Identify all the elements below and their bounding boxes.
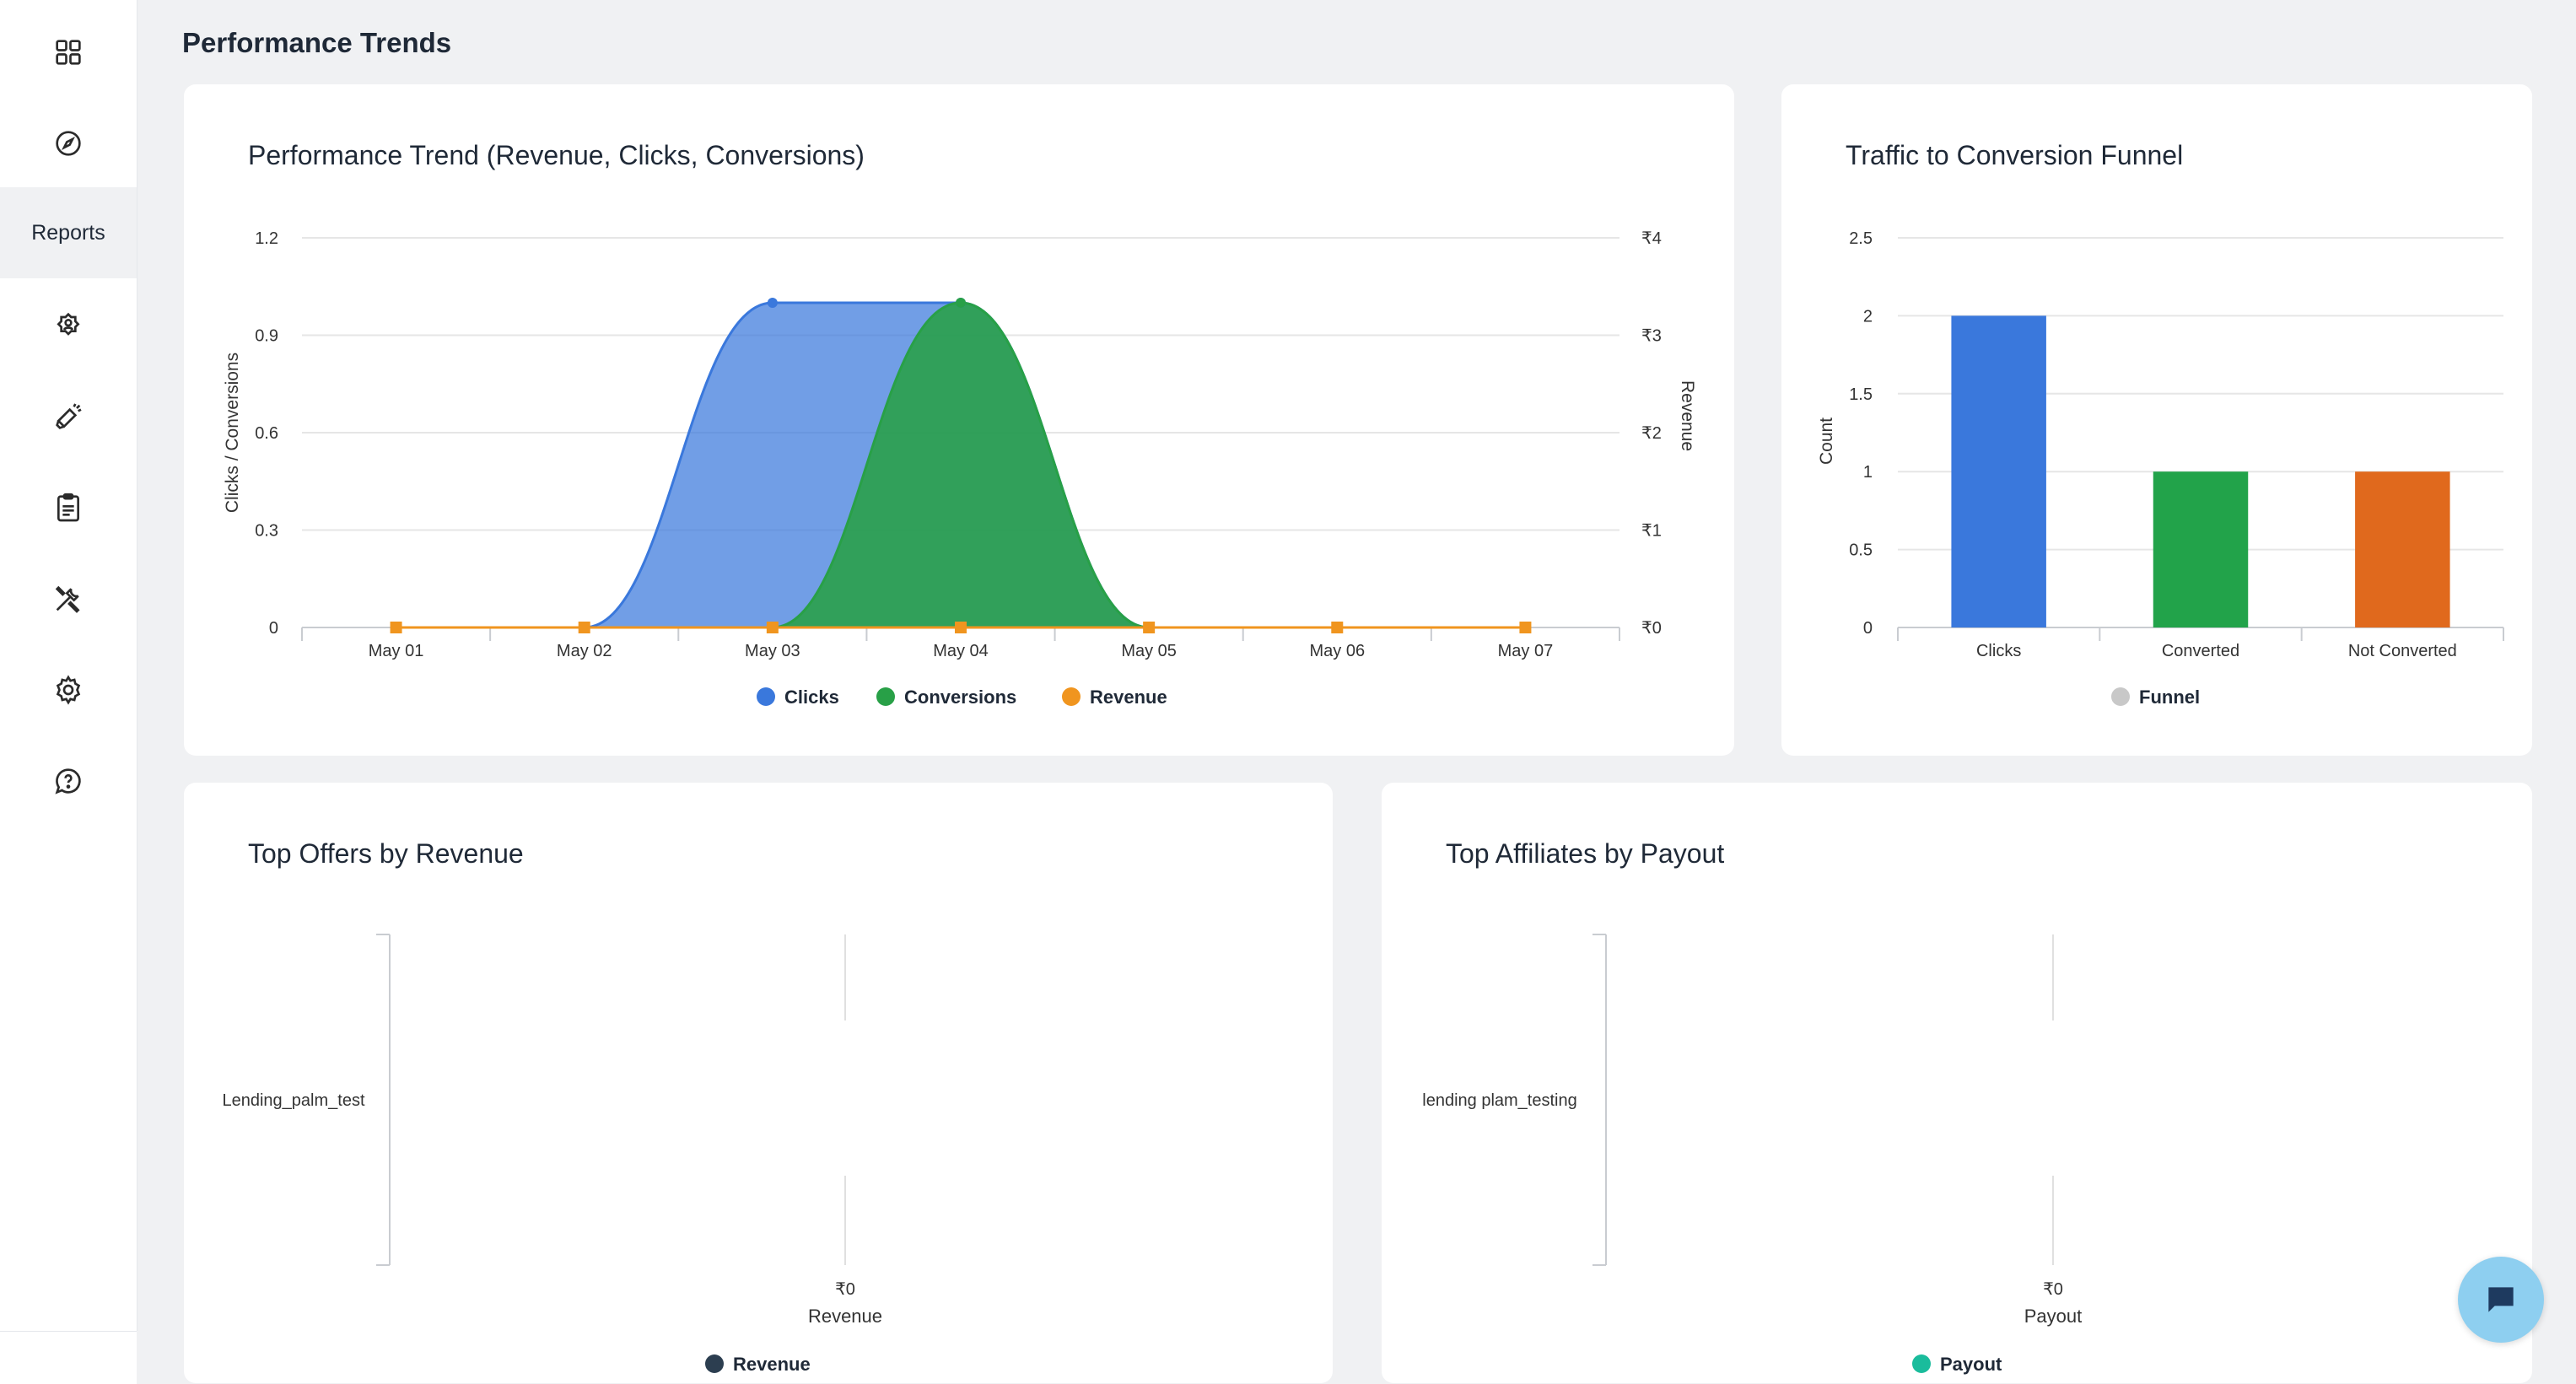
revenue-point	[578, 622, 590, 633]
chat-bubble-icon	[2488, 1287, 2514, 1312]
conversions-series-area	[396, 303, 1526, 627]
x-tick-label: May 05	[1121, 642, 1177, 660]
top-affiliates-card: Top Affiliates by Payout lending plam_te…	[1382, 783, 2532, 1383]
revenue-point	[1143, 622, 1156, 633]
sidebar-item-reports[interactable]: Reports	[0, 187, 137, 278]
legend-marker	[1062, 687, 1081, 706]
x-tick-label: May 04	[933, 642, 989, 660]
clipboard-icon	[57, 493, 79, 522]
help-chat-icon	[55, 768, 81, 794]
chat-button[interactable]	[2458, 1257, 2544, 1343]
x-tick-label: ₹0	[835, 1280, 855, 1299]
sidebar-item-affiliates[interactable]	[0, 280, 137, 371]
y-tick-label: 0.5	[1849, 541, 1873, 560]
clicks-point	[767, 298, 778, 308]
sidebar-item-explore[interactable]	[0, 98, 137, 189]
top-offers-card: Top Offers by Revenue Lending_palm_test ₹…	[184, 783, 1333, 1383]
card-title: Top Offers by Revenue	[248, 838, 524, 869]
x-tick-label: May 02	[557, 642, 612, 660]
y-tick-label: 1	[1863, 463, 1873, 482]
y-tick-label: 1.5	[1849, 385, 1873, 404]
bar-not-converted	[2355, 471, 2450, 627]
sidebar-item-tools[interactable]	[0, 553, 137, 644]
legend-label: Payout	[1940, 1354, 2002, 1375]
y-tick-label: 0	[269, 619, 278, 638]
y-axis-title: Count	[1817, 417, 1836, 465]
funnel-chart[interactable]: 0 0.5 1 1.5 2 2.5 Clicks Converted Not Converted…	[1781, 84, 2532, 756]
card-title: Top Affiliates by Payout	[1446, 838, 1725, 869]
revenue-point	[766, 622, 779, 633]
bar-clicks	[1951, 315, 2046, 627]
y-tick-label: 0.3	[255, 522, 278, 541]
legend-marker	[1912, 1354, 1931, 1373]
y-tick-label: Lending_palm_test	[222, 1091, 364, 1110]
x-tick-label: May 06	[1309, 642, 1365, 660]
y-right-tick-label: ₹3	[1641, 327, 1662, 346]
legend-label: Funnel	[2139, 687, 2200, 708]
card-title: Traffic to Conversion Funnel	[1846, 140, 2184, 170]
x-tick-label: Converted	[2162, 642, 2239, 660]
legend-label: Conversions	[904, 687, 1016, 708]
x-tick-label: May 07	[1498, 642, 1554, 660]
funnel-card: Traffic to Conversion Funnel 0 0.5 1 1.5 2 2.…	[1781, 84, 2532, 756]
legend-marker	[705, 1354, 724, 1373]
y-right-tick-label: ₹2	[1641, 424, 1662, 443]
y-tick-label: 2	[1863, 307, 1873, 326]
compass-icon	[56, 131, 81, 156]
y-right-tick-label: ₹1	[1641, 522, 1662, 541]
y-right-tick-label: ₹4	[1641, 229, 1662, 248]
bar-converted	[2153, 471, 2249, 627]
legend-marker	[757, 687, 775, 706]
performance-trend-card: Performance Trend (Revenue, Clicks, Conv…	[184, 84, 1734, 756]
x-tick-label: ₹0	[2043, 1280, 2063, 1299]
sidebar: Reports	[0, 0, 137, 1331]
y-right-axis-title: Revenue	[1678, 380, 1697, 451]
sidebar-item-help[interactable]	[0, 735, 137, 827]
legend-label: Clicks	[784, 687, 839, 708]
y-tick-label: 0	[1863, 619, 1873, 638]
user-badge-icon	[57, 312, 80, 336]
sidebar-item-label: Reports	[31, 220, 105, 245]
legend-marker	[876, 687, 895, 706]
y-tick-label: 1.2	[255, 229, 278, 248]
top-offers-chart[interactable]: Lending_palm_test ₹0 Revenue Revenue	[184, 783, 1333, 1383]
revenue-point	[390, 622, 402, 633]
legend-label: Revenue	[733, 1354, 811, 1375]
performance-trend-chart[interactable]: 0 ₹0 0.3 ₹1 0.6 ₹2 0.9 ₹3 1.2 ₹4 May 01 May 02 May 0…	[184, 84, 1734, 756]
x-tick-label: May 01	[369, 642, 424, 660]
y-tick-label: lending plam_testing	[1422, 1091, 1576, 1110]
y-tick-label: 0.6	[255, 424, 278, 443]
sidebar-footer	[0, 1331, 137, 1384]
y-tick-label: 2.5	[1849, 229, 1873, 248]
grid-icon	[56, 40, 81, 65]
top-affiliates-chart[interactable]: lending plam_testing ₹0 Payout Payout	[1382, 783, 2532, 1383]
revenue-point	[955, 622, 967, 633]
revenue-point	[1331, 622, 1344, 633]
revenue-point	[1519, 622, 1532, 633]
megaphone-icon	[56, 403, 82, 429]
x-tick-label: Clicks	[1976, 642, 2021, 660]
gear-icon	[56, 675, 81, 705]
conversions-point	[956, 298, 966, 308]
sidebar-item-dashboard[interactable]	[0, 7, 137, 98]
legend-label: Revenue	[1090, 687, 1167, 708]
legend-marker	[2111, 687, 2130, 706]
tools-icon	[55, 585, 80, 613]
y-tick-label: 0.9	[255, 327, 278, 346]
x-axis-title: Payout	[2024, 1306, 2083, 1327]
page-title: Performance Trends	[182, 27, 452, 58]
sidebar-item-campaigns[interactable]	[0, 371, 137, 462]
x-axis-title: Revenue	[808, 1306, 882, 1327]
y-axis-title: Clicks / Conversions	[223, 353, 242, 513]
x-tick-label: Not Converted	[2348, 642, 2457, 660]
card-title: Performance Trend (Revenue, Clicks, Conv…	[248, 140, 865, 170]
y-right-tick-label: ₹0	[1641, 619, 1662, 638]
sidebar-item-tasks[interactable]	[0, 462, 137, 553]
sidebar-item-settings[interactable]	[0, 644, 137, 735]
x-tick-label: May 03	[745, 642, 800, 660]
